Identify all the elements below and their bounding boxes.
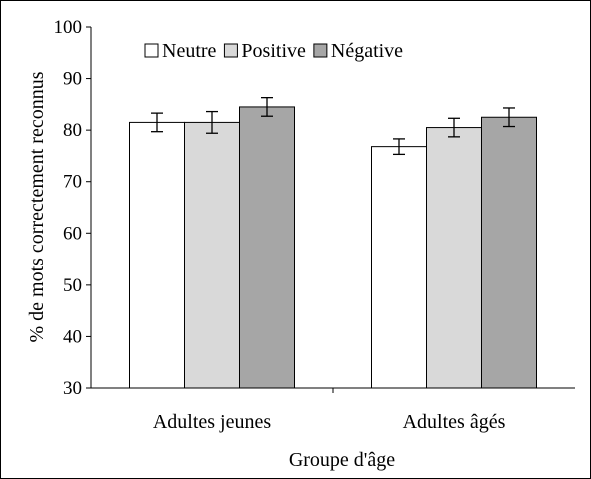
legend-swatch: [223, 43, 238, 58]
y-tick-label: 50: [63, 275, 82, 296]
y-tick-label: 60: [63, 223, 82, 244]
bars-layer: [129, 106, 537, 389]
y-ticks-layer: 30 40 50 60 70 80 90 100: [54, 17, 91, 399]
y-tick-label: 70: [63, 172, 82, 193]
y-tick-label: 30: [63, 378, 82, 399]
legend: Neutre Positive Négative: [144, 40, 403, 62]
bar: [239, 106, 295, 389]
legend-swatch: [144, 43, 159, 58]
bar: [426, 127, 482, 389]
bar: [481, 116, 537, 389]
x-axis-title: Groupe d'âge: [289, 449, 395, 471]
y-tick-label: 90: [63, 69, 82, 90]
y-tick-label: 40: [63, 326, 82, 347]
y-tick-label: 100: [54, 17, 83, 38]
x-category-label: Adultes âgés: [403, 411, 506, 433]
error-bars-layer: [151, 97, 515, 156]
bar: [184, 121, 240, 389]
legend-swatch: [313, 43, 328, 58]
legend-label: Positive: [241, 40, 306, 62]
bar: [129, 121, 185, 389]
y-tick-label: 80: [63, 120, 82, 141]
x-category-label: Adultes jeunes: [153, 411, 272, 433]
legend-label: Neutre: [162, 40, 217, 62]
bar: [371, 146, 427, 389]
x-categories-layer: Adultes jeunes Adultes âgés: [153, 388, 506, 433]
y-axis-title: % de mots correctement reconnus: [26, 71, 48, 342]
legend-label: Négative: [331, 40, 403, 62]
